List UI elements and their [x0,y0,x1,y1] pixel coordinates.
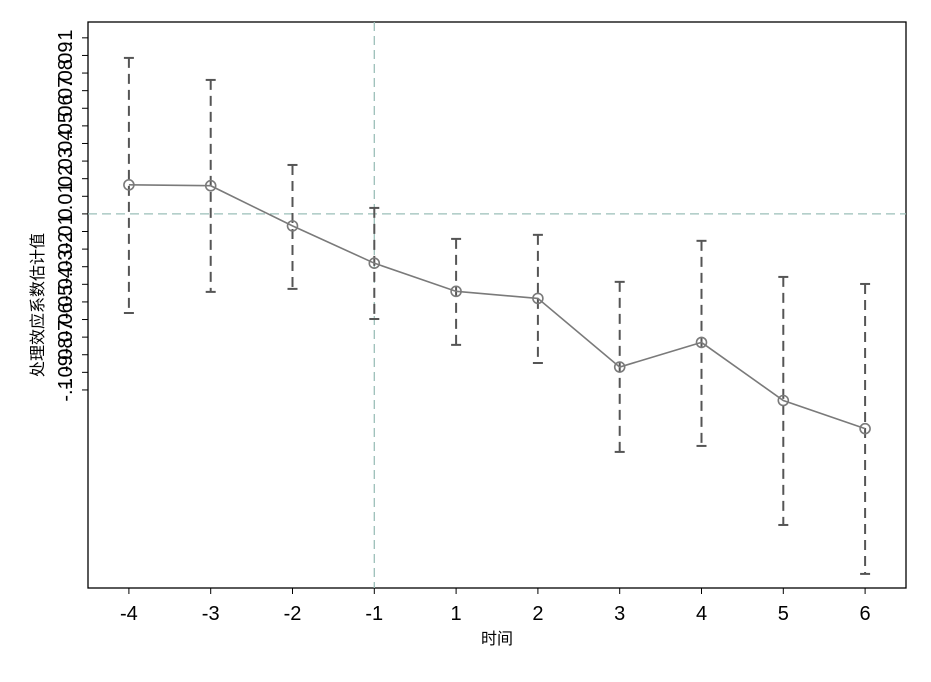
x-tick-label: -2 [284,603,302,625]
series-line [128,184,866,430]
x-tick-label: 1 [451,603,462,625]
y-tick-label: .05 [55,112,77,140]
y-tick-label: .07 [55,77,77,105]
y-tick-label: .04 [55,130,77,158]
y-tick-label: -.05 [55,285,77,319]
y-axis-title: 处理效应系数估计值 [28,233,47,377]
point [286,220,299,232]
point [123,179,135,191]
y-tick-label: .06 [55,94,77,122]
y-tick-label: 0 [55,208,77,219]
x-tick-label: 2 [532,603,543,625]
y-tick-label: .01 [55,182,77,210]
x-axis-title: 时间 [481,630,513,648]
y-tick-label: -.1 [55,378,77,401]
x-tick-label: 5 [778,603,789,625]
point [532,292,544,305]
x-tick-label: 3 [614,603,625,625]
plot-frame [87,21,907,589]
y-tick-label: -.03 [55,249,77,283]
y-tick-label: -.04 [55,267,77,301]
y-tick-label: -.02 [55,232,77,266]
x-tick-label: 4 [696,603,707,625]
x-tick-label: -3 [202,603,220,625]
y-tick-label: .09 [55,42,77,70]
y-tick-label: -.09 [55,355,77,389]
point [695,336,708,349]
point [204,179,217,192]
x-tick-label: -4 [120,603,138,625]
point [777,394,790,407]
point [859,422,871,435]
y-tick-label: -.08 [55,337,77,371]
y-tick-label: .1 [55,30,77,47]
point [368,257,381,269]
point [450,285,462,298]
point [613,361,626,373]
y-tick-label: -.06 [55,302,77,336]
x-tick-label: 6 [860,603,871,625]
y-tick-label: .08 [55,59,77,87]
y-tick-label: -.01 [55,214,77,248]
y-tick-label: -.07 [55,320,77,354]
y-tick-label: .03 [55,147,77,175]
y-tick-label: .02 [55,165,77,193]
x-tick-label: -1 [365,603,383,625]
